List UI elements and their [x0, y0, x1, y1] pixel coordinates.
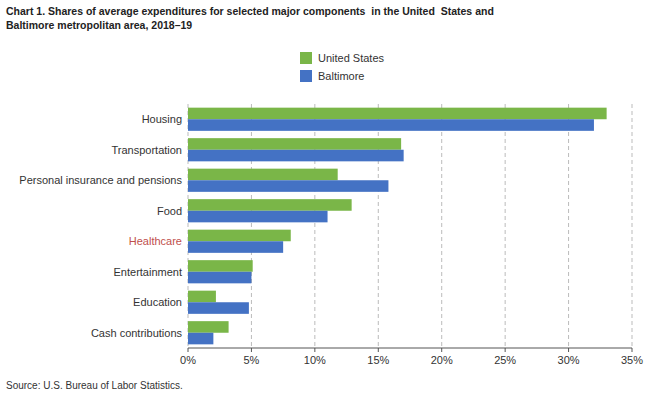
legend: United States Baltimore: [300, 52, 385, 82]
x-tick-label: 5%: [243, 354, 259, 366]
title: Chart 1. Shares of average expenditures …: [6, 5, 494, 31]
x-tick-label: 20%: [431, 354, 453, 366]
category-label: Healthcare: [129, 235, 182, 247]
x-tick: [314, 348, 315, 352]
bar: [188, 108, 607, 120]
bar: [188, 199, 352, 211]
bar: [188, 291, 216, 303]
x-tick-label: 25%: [494, 354, 516, 366]
grid-line: [568, 104, 569, 348]
x-axis-line: [188, 348, 632, 349]
grid-line: [505, 104, 506, 348]
bars: [188, 108, 607, 345]
category-label: Transportation: [111, 144, 182, 156]
x-tick-label: 15%: [367, 354, 389, 366]
x-tick: [505, 348, 506, 352]
grid: [188, 104, 632, 348]
bar: [188, 321, 229, 333]
bar: [188, 138, 401, 150]
x-tick: [441, 348, 442, 352]
chart: Chart 1. Shares of average expenditures …: [0, 0, 650, 395]
x-tick: [188, 348, 189, 352]
category-label: Education: [133, 296, 182, 308]
x-tick: [378, 348, 379, 352]
category-label: Food: [157, 205, 182, 217]
x-tick-label: 0%: [180, 354, 196, 366]
legend-swatch: [300, 52, 312, 64]
bar: [188, 150, 404, 162]
bar: [188, 272, 251, 284]
source-note: Source: U.S. Bureau of Labor Statistics.: [6, 380, 183, 391]
bar: [188, 230, 291, 242]
title-line: Baltimore metropolitan area, 2018–19: [6, 19, 192, 31]
legend-swatch: [300, 70, 312, 82]
bar: [188, 119, 594, 131]
bar: [188, 302, 249, 314]
bar: [188, 211, 328, 223]
category-label: Personal insurance and pensions: [19, 174, 182, 186]
title-line: Chart 1. Shares of average expenditures …: [6, 5, 494, 17]
grid-line: [632, 104, 633, 348]
bar: [188, 333, 213, 345]
category-label: Housing: [142, 113, 182, 125]
x-tick: [568, 348, 569, 352]
y-axis: Housing Transportation Personal insurance …: [19, 113, 182, 339]
bar: [188, 260, 253, 272]
x-tick-label: 10%: [304, 354, 326, 366]
x-tick: [251, 348, 252, 352]
bar: [188, 180, 388, 192]
grid-line: [441, 104, 442, 348]
category-label: Cash contributions: [91, 327, 183, 339]
bar: [188, 241, 283, 253]
x-tick-label: 35%: [621, 354, 643, 366]
bar: [188, 169, 338, 181]
category-label: Entertainment: [114, 266, 182, 278]
legend-label: United States: [318, 52, 385, 64]
x-tick: [632, 348, 633, 352]
x-tick-label: 30%: [558, 354, 580, 366]
x-axis: 0% 5% 10% 15% 20% 25% 30% 35%: [180, 348, 643, 366]
legend-label: Baltimore: [318, 70, 364, 82]
